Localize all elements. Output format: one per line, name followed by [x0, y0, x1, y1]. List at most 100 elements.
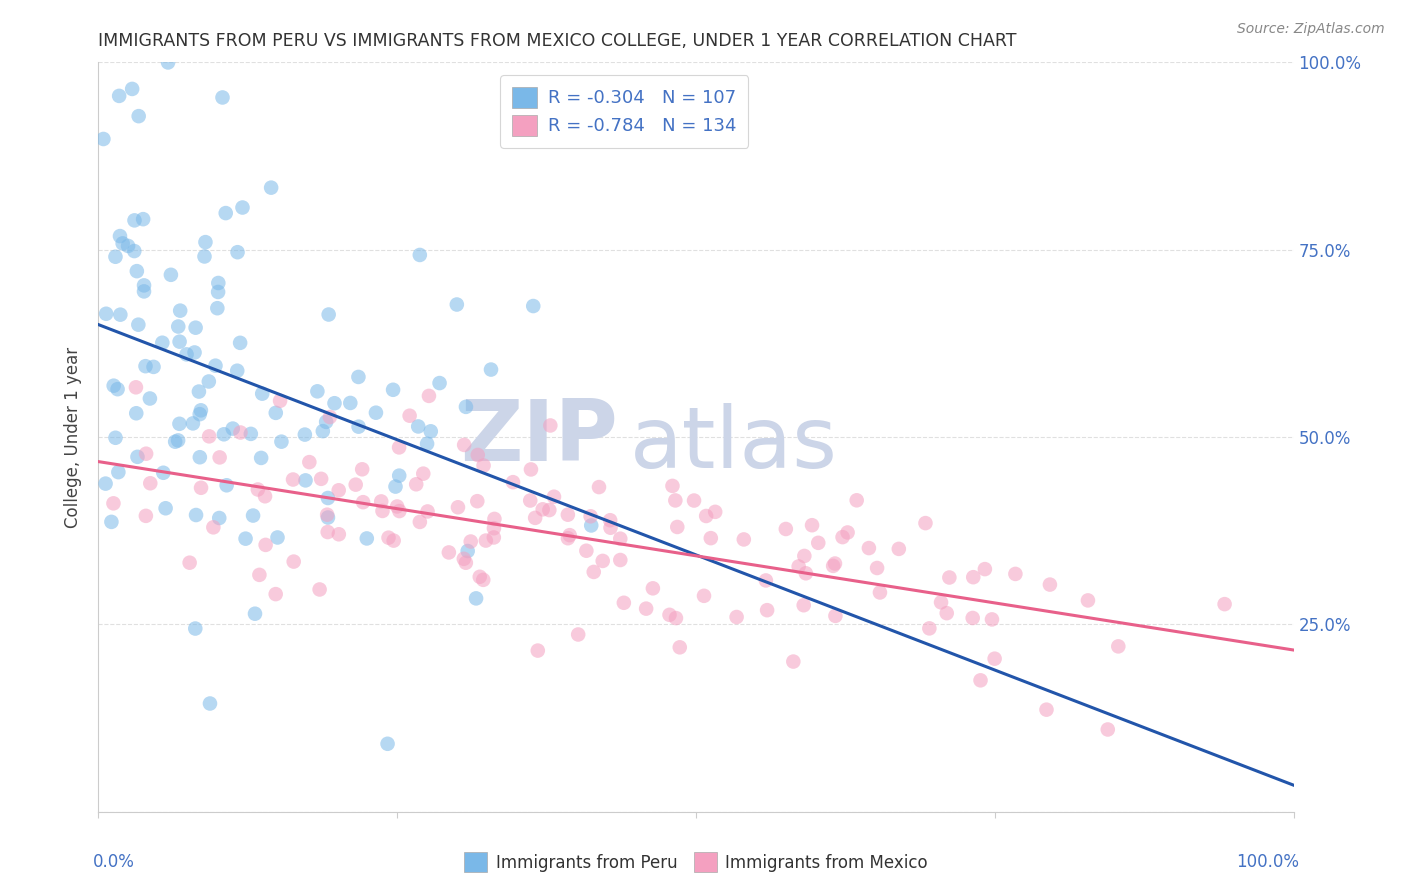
Point [132, 212, 155, 227]
Point [981, 612, 1004, 626]
Point [385, 500, 408, 514]
Point [294, 427, 316, 442]
Point [260, 180, 283, 194]
Point [124, 244, 146, 258]
Point [526, 643, 548, 657]
Point [132, 278, 155, 293]
Point [482, 531, 505, 545]
Point [246, 483, 269, 497]
Point [609, 553, 631, 567]
Point [636, 601, 658, 615]
Point [588, 480, 610, 494]
Point [482, 521, 505, 535]
Point [695, 508, 717, 523]
Point [124, 213, 146, 227]
Point [519, 493, 541, 508]
Point [167, 319, 190, 334]
Point [94, 476, 117, 491]
Point [103, 378, 125, 392]
Point [599, 513, 621, 527]
Point [371, 504, 394, 518]
Point [108, 229, 131, 244]
Point [222, 421, 245, 435]
Point [472, 573, 495, 587]
Point [807, 536, 830, 550]
Point [198, 375, 221, 389]
Point [388, 504, 411, 518]
Point [484, 512, 506, 526]
Point [117, 239, 139, 253]
Point [339, 396, 361, 410]
Point [914, 516, 936, 530]
Point [344, 477, 367, 491]
Point [229, 335, 252, 350]
Point [107, 382, 129, 396]
Legend: Immigrants from Peru, Immigrants from Mexico: Immigrants from Peru, Immigrants from Me… [457, 846, 935, 879]
Point [167, 434, 190, 448]
Point [316, 508, 339, 522]
Point [212, 427, 235, 442]
Point [787, 559, 810, 574]
Point [254, 538, 277, 552]
Point [208, 511, 231, 525]
Point [661, 479, 683, 493]
Point [502, 475, 524, 490]
Point [405, 477, 427, 491]
Point [298, 455, 321, 469]
Text: IMMIGRANTS FROM PERU VS IMMIGRANTS FROM MEXICO COLLEGE, UNDER 1 YEAR CORRELATION: IMMIGRANTS FROM PERU VS IMMIGRANTS FROM … [98, 32, 1017, 50]
Point [962, 611, 984, 625]
Point [134, 359, 156, 373]
Point [755, 574, 778, 588]
Point [111, 236, 134, 251]
Point [406, 419, 429, 434]
Point [152, 466, 174, 480]
Point [453, 438, 475, 452]
Point [316, 510, 339, 524]
Point [1213, 597, 1236, 611]
Point [641, 582, 664, 596]
Point [226, 364, 249, 378]
Point [437, 545, 460, 559]
Point [824, 608, 846, 623]
Point [323, 396, 346, 410]
Point [125, 380, 148, 394]
Point [264, 587, 287, 601]
Point [531, 502, 554, 516]
Point [250, 450, 273, 465]
Point [308, 582, 330, 597]
Point [567, 627, 589, 641]
Point [356, 532, 378, 546]
Point [962, 570, 984, 584]
Point [409, 248, 432, 262]
Point [294, 474, 316, 488]
Point [239, 426, 262, 441]
Point [132, 285, 155, 299]
Point [269, 393, 291, 408]
Point [664, 493, 686, 508]
Point [315, 415, 337, 429]
Point [1004, 566, 1026, 581]
Point [983, 651, 1005, 665]
Point [157, 55, 180, 70]
Point [412, 467, 434, 481]
Point [253, 489, 276, 503]
Point [887, 541, 910, 556]
Point [1039, 577, 1062, 591]
Text: 100.0%: 100.0% [1236, 853, 1299, 871]
Point [418, 389, 440, 403]
Point [103, 496, 125, 510]
Point [447, 500, 470, 515]
Point [247, 567, 270, 582]
Point [110, 308, 132, 322]
Point [281, 473, 304, 487]
Point [581, 518, 603, 533]
Point [184, 508, 207, 522]
Point [557, 508, 579, 522]
Point [198, 697, 221, 711]
Point [377, 531, 399, 545]
Point [307, 384, 329, 399]
Point [388, 468, 411, 483]
Point [235, 532, 257, 546]
Point [352, 462, 374, 476]
Point [179, 556, 201, 570]
